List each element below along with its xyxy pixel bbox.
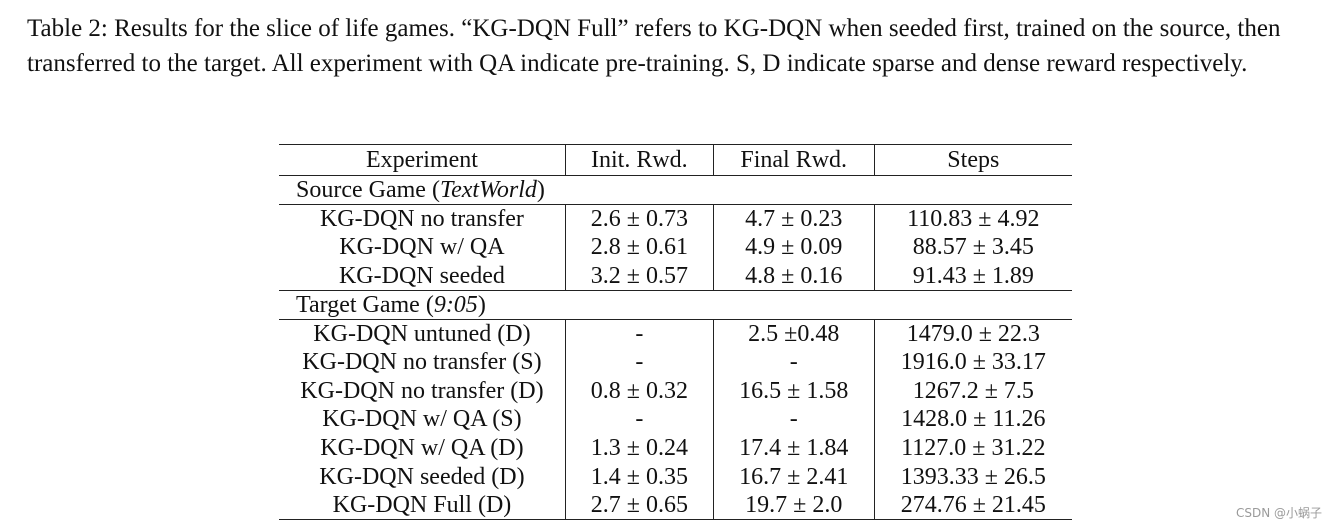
section-header-target: Target Game (9:05) <box>279 289 1072 320</box>
section-header-source: Source Game (TextWorld) <box>279 175 1072 205</box>
cell-final-reward: 4.9 ± 0.09 <box>712 233 875 262</box>
cell-final-reward: 4.7 ± 0.23 <box>712 204 875 234</box>
cell-init-reward: 0.8 ± 0.32 <box>564 376 714 406</box>
results-table: Experiment Init. Rwd. Final Rwd. Steps S… <box>279 144 1072 520</box>
section-title-suffix: ) <box>477 291 486 318</box>
cell-experiment: KG-DQN w/ QA (D) <box>320 434 524 461</box>
cell-experiment: KG-DQN no transfer <box>319 206 524 233</box>
cell-init-reward: 2.6 ± 0.73 <box>564 204 714 234</box>
section-title-suffix: ) <box>536 177 545 203</box>
table-row: KG-DQN w/ QA 2.8 ± 0.61 4.9 ± 0.09 88.57… <box>279 233 1072 262</box>
cell-steps: 1916.0 ± 33.17 <box>873 347 1072 377</box>
table-row: KG-DQN seeded (D) 1.4 ± 0.35 16.7 ± 2.41… <box>279 462 1072 491</box>
header-steps: Steps <box>873 144 1072 176</box>
cell-experiment: KG-DQN w/ QA <box>339 234 505 261</box>
cell-experiment: KG-DQN no transfer (D) <box>300 377 544 404</box>
cell-init-reward: - <box>564 319 714 348</box>
cell-final-reward: 17.4 ± 1.84 <box>712 433 875 463</box>
cell-final-reward: - <box>712 405 875 434</box>
header-experiment: Experiment <box>279 144 566 176</box>
cell-final-reward: 2.5 ±0.48 <box>712 319 875 348</box>
table-header-row: Experiment Init. Rwd. Final Rwd. Steps <box>279 144 1072 176</box>
table-row: KG-DQN seeded 3.2 ± 0.57 4.8 ± 0.16 91.4… <box>279 261 1072 291</box>
table-row: KG-DQN Full (D) 2.7 ± 0.65 19.7 ± 2.0 27… <box>279 490 1072 520</box>
table-row: KG-DQN w/ QA (S) - - 1428.0 ± 11.26 <box>279 405 1072 434</box>
cell-experiment: KG-DQN Full (D) <box>279 490 566 520</box>
section-title: Target Game (9:05) <box>279 289 1072 320</box>
cell-steps: 1267.2 ± 7.5 <box>873 376 1072 406</box>
cell-init-reward: 2.8 ± 0.61 <box>564 233 714 262</box>
cell-experiment: KG-DQN seeded <box>338 262 505 289</box>
cell-final-reward: 19.7 ± 2.0 <box>712 490 875 520</box>
section-title: Source Game (TextWorld) <box>279 175 1072 205</box>
cell-final-reward: - <box>712 347 875 377</box>
cell-steps: 110.83 ± 4.92 <box>873 204 1072 234</box>
cell-final-reward: 4.8 ± 0.16 <box>712 261 875 291</box>
table-caption: Table 2: Results for the slice of life g… <box>27 15 1281 77</box>
cell-init-reward: 3.2 ± 0.57 <box>564 261 714 291</box>
header-init-reward: Init. Rwd. <box>564 144 714 176</box>
cell-experiment: KG-DQN no transfer (S) <box>302 349 542 376</box>
cell-steps: 1428.0 ± 11.26 <box>873 405 1072 434</box>
cell-init-reward: - <box>564 347 714 377</box>
table-row: KG-DQN w/ QA (D) 1.3 ± 0.24 17.4 ± 1.84 … <box>279 433 1072 463</box>
cell-steps: 91.43 ± 1.89 <box>873 261 1072 291</box>
csdn-watermark: CSDN @小蜗子 <box>1235 506 1322 520</box>
section-title-game: 9:05 <box>433 291 478 318</box>
cell-final-reward: 16.7 ± 2.41 <box>712 462 875 491</box>
section-title-game: TextWorld <box>439 177 537 203</box>
cell-init-reward: 1.3 ± 0.24 <box>564 433 714 463</box>
cell-init-reward: 1.4 ± 0.35 <box>564 462 714 491</box>
cell-steps: 88.57 ± 3.45 <box>873 233 1072 262</box>
cell-init-reward: - <box>564 405 714 434</box>
cell-steps: 274.76 ± 21.45 <box>873 490 1072 520</box>
section-title-prefix: Source Game ( <box>296 177 440 203</box>
section-title-prefix: Target Game ( <box>296 291 434 318</box>
header-final-reward: Final Rwd. <box>712 144 875 176</box>
table-row: KG-DQN no transfer (D) 0.8 ± 0.32 16.5 ±… <box>279 376 1072 406</box>
table-row: KG-DQN no transfer (S) - - 1916.0 ± 33.1… <box>279 347 1072 377</box>
cell-experiment: KG-DQN w/ QA (S) <box>322 406 522 433</box>
cell-steps: 1127.0 ± 31.22 <box>873 433 1072 463</box>
cell-steps: 1393.33 ± 26.5 <box>873 462 1072 491</box>
cell-experiment: KG-DQN seeded (D) <box>319 463 525 490</box>
cell-steps: 1479.0 ± 22.3 <box>873 319 1072 348</box>
cell-init-reward: 2.7 ± 0.65 <box>564 490 714 520</box>
table-row: KG-DQN untuned (D) - 2.5 ±0.48 1479.0 ± … <box>279 319 1072 348</box>
table-row: KG-DQN no transfer 2.6 ± 0.73 4.7 ± 0.23… <box>279 204 1072 234</box>
cell-experiment: KG-DQN untuned (D) <box>313 320 531 347</box>
cell-final-reward: 16.5 ± 1.58 <box>712 376 875 406</box>
